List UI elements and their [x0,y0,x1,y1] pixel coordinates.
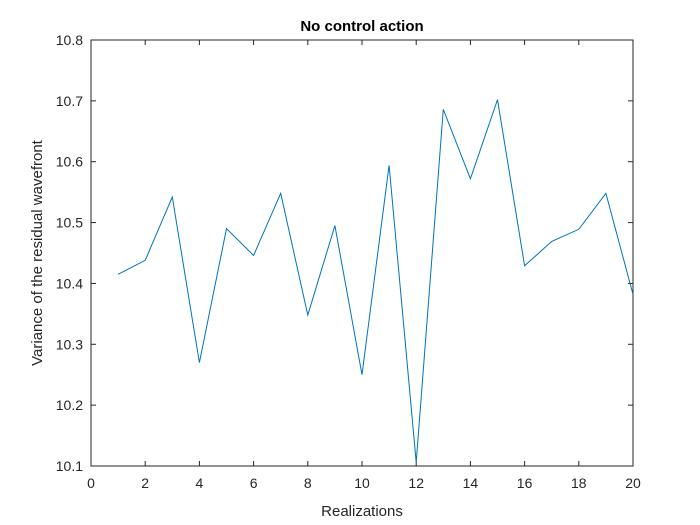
series-line [117,99,633,463]
plot-area: 0 2 4 6 8 10 12 14 16 18 20 10.110.210.310.410.510… [56,32,641,491]
y-axis-ticks: 10.1 10.2 10.3 10.4 10.5 10.6 10.7 10.8 [56,32,633,474]
y-tick-label: 10.4 [56,275,83,291]
y-tick-label: 10.2 [56,397,83,413]
series-layer [117,99,633,463]
x-tick-label: 18 [571,475,587,491]
y-tick-label: 10.5 [56,215,83,231]
x-tick-label: 0 [87,475,95,491]
x-axis-ticks: 0 2 4 6 8 10 12 14 16 18 20 [87,40,641,491]
y-axis-label: Variance of the residual wavefront [29,139,46,366]
x-tick-label: 16 [517,475,533,491]
x-tick-label: 2 [141,475,149,491]
x-tick-label: 12 [408,475,424,491]
x-tick-label: 14 [463,475,479,491]
axes-box [90,39,634,467]
x-axis-label: Realizations [321,503,403,520]
chart-title: No control action [300,18,423,35]
x-tick-label: 6 [250,475,258,491]
y-tick-label: 10.1 [56,458,83,474]
x-tick-label: 4 [196,475,204,491]
x-tick-label: 10 [354,475,370,491]
y-tick-label: 10.8 [56,32,83,48]
x-tick-label: 20 [625,475,641,491]
x-tick-label: 8 [304,475,312,491]
y-tick-label: 10.6 [56,154,83,170]
y-tick-label: 10.7 [56,93,83,109]
y-tick-label: 10.3 [56,336,83,352]
